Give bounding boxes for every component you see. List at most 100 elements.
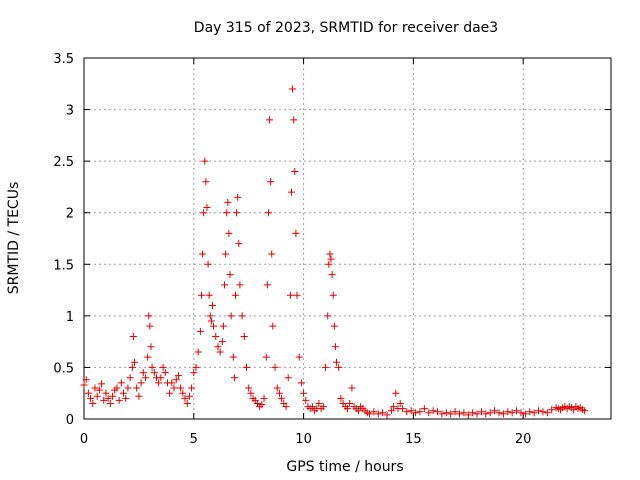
data-point [146, 322, 154, 330]
data-point [374, 410, 382, 418]
data-point [286, 291, 294, 299]
data-point [214, 343, 222, 351]
data-point [530, 409, 538, 417]
data-point [469, 409, 477, 417]
data-point [206, 312, 214, 320]
data-point [84, 389, 92, 397]
data-point [425, 409, 433, 417]
data-point [95, 386, 103, 394]
data-point [429, 407, 437, 415]
data-point [354, 407, 362, 415]
data-point [302, 396, 310, 404]
data-point [126, 374, 134, 382]
data-point [216, 348, 224, 356]
data-point [344, 405, 351, 413]
data-point [521, 410, 529, 418]
data-point [144, 353, 152, 361]
y-tick-label: 3 [66, 104, 74, 119]
data-point [517, 409, 525, 417]
y-axis-label: SRMTID / TECUs [6, 182, 22, 295]
x-axis-label: GPS time / hours [286, 459, 403, 475]
data-point [91, 384, 99, 392]
data-point [235, 240, 243, 248]
data-point [295, 353, 303, 361]
data-point [263, 281, 271, 289]
data-point [346, 400, 354, 408]
y-tick-label: 2.5 [53, 155, 74, 170]
data-point [242, 363, 250, 371]
data-point [581, 407, 589, 415]
data-point [150, 369, 158, 377]
data-point [240, 332, 248, 340]
data-point [148, 363, 156, 371]
data-point [80, 381, 88, 389]
data-point [407, 407, 415, 415]
data-point [196, 327, 204, 335]
data-point [199, 250, 207, 258]
data-point [93, 392, 101, 400]
data-point [135, 392, 143, 400]
data-point [155, 379, 163, 387]
data-point [192, 363, 200, 371]
data-point [327, 255, 335, 263]
y-tick-label: 3.5 [53, 52, 74, 67]
data-point [133, 384, 141, 392]
data-point [325, 260, 333, 268]
data-point [221, 281, 229, 289]
data-point [504, 408, 512, 416]
data-point [139, 369, 147, 377]
data-point [233, 209, 241, 217]
data-point [222, 250, 230, 258]
data-point [324, 312, 332, 320]
data-point [268, 250, 276, 258]
data-point [262, 353, 270, 361]
data-point [508, 409, 516, 417]
data-point [87, 394, 95, 402]
data-point [315, 400, 323, 408]
y-tick-label: 1 [66, 310, 74, 325]
data-point [266, 116, 274, 124]
data-point [290, 116, 298, 124]
data-point [473, 410, 481, 418]
data-point [442, 409, 450, 417]
data-point [278, 394, 286, 402]
data-point [147, 343, 155, 351]
data-point [238, 312, 246, 320]
data-point [194, 348, 202, 356]
data-points [80, 85, 589, 419]
data-point [236, 281, 244, 289]
data-point [526, 408, 534, 416]
data-point [535, 407, 543, 415]
data-point [174, 372, 182, 380]
data-point [548, 406, 556, 414]
data-point [416, 408, 424, 416]
y-tick-label: 0.5 [53, 361, 74, 376]
data-point [223, 209, 231, 217]
data-point [181, 394, 189, 402]
data-point [513, 407, 521, 415]
data-point [179, 389, 187, 397]
data-point [486, 409, 494, 417]
data-point [264, 209, 272, 217]
data-point [137, 379, 145, 387]
data-point [102, 389, 110, 397]
data-point [289, 85, 297, 93]
data-point [420, 405, 428, 413]
data-point [319, 403, 327, 411]
data-point [495, 409, 503, 417]
data-point [330, 322, 338, 330]
data-point [271, 363, 279, 371]
data-point [201, 157, 209, 165]
data-point [370, 408, 378, 416]
data-point [124, 384, 132, 392]
data-point [464, 411, 472, 419]
data-point [390, 403, 398, 411]
data-point [379, 409, 387, 417]
data-point [383, 411, 391, 419]
data-point [348, 384, 356, 392]
data-point [141, 374, 149, 382]
data-point [188, 384, 196, 392]
x-tick-label: 0 [80, 432, 88, 447]
data-point [224, 198, 232, 206]
data-point [412, 409, 420, 417]
